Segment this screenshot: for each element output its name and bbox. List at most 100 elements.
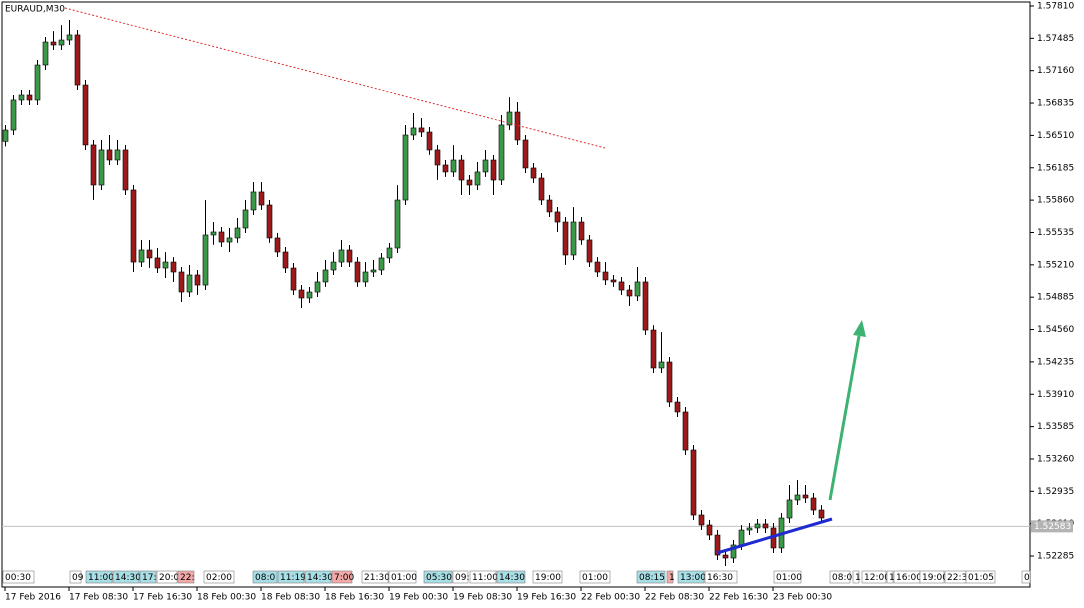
candle-body — [554, 211, 561, 223]
candle-body — [410, 127, 417, 136]
session-marker-box — [156, 570, 178, 584]
marks — [2, 20, 1030, 566]
resistance-trendline — [64, 7, 606, 149]
session-marker-box — [388, 570, 417, 584]
session-marker-label: 08:0 — [255, 573, 275, 583]
session-marker-label: 22:3 — [947, 573, 967, 583]
candle-body — [178, 271, 185, 293]
session-marker-label: 01:00 — [582, 573, 608, 583]
y-tick-label: 1.57485 — [1037, 34, 1074, 44]
session-marker-box — [579, 570, 611, 584]
session-marker-label: 1 — [669, 573, 675, 583]
session-marker-label: 14:30 — [115, 573, 141, 583]
session-marker-box — [85, 570, 113, 584]
x-tick-label: 17 Feb 2016 — [5, 593, 61, 603]
session-marker-label: 0 — [1024, 573, 1030, 583]
session-marker-label: 20:0 — [159, 573, 179, 583]
candle-body — [346, 249, 353, 263]
session-marker-box — [331, 570, 353, 584]
x-tick-label: 18 Feb 16:30 — [325, 593, 384, 603]
candle-body — [482, 159, 489, 173]
candle-body — [530, 167, 537, 179]
x-tick-label: 17 Feb 16:30 — [133, 593, 192, 603]
candle-body — [10, 99, 17, 131]
session-marker-box — [139, 570, 157, 584]
candle-body — [522, 139, 529, 169]
y-tick-label: 1.54235 — [1037, 357, 1074, 367]
session-marker-box — [203, 570, 235, 584]
x-tick-label: 22 Feb 16:30 — [709, 593, 768, 603]
session-marker-label: 05:30 — [426, 573, 452, 583]
candle-body — [682, 411, 689, 451]
candle-body — [354, 261, 361, 283]
y-tick-label: 1.53260 — [1037, 454, 1074, 464]
candle-body — [650, 329, 657, 369]
candle-body — [762, 523, 769, 529]
x-tick-label: 19 Feb 16:30 — [517, 593, 576, 603]
session-marker-box — [636, 570, 666, 584]
candle-body — [674, 401, 681, 413]
candle-body — [706, 524, 713, 536]
session-marker-label: 08:15 — [639, 573, 665, 583]
x-tick-label: 23 Feb 00:30 — [773, 593, 832, 603]
candle-body — [738, 529, 745, 546]
candle-body — [594, 261, 601, 273]
candle-body — [386, 247, 393, 259]
session-marker-box — [1021, 570, 1031, 584]
candle-body — [466, 179, 473, 186]
candle-body — [458, 159, 465, 181]
session-marker-box — [361, 570, 389, 584]
candle-body — [786, 499, 793, 519]
session-marker-label: 17:3 — [142, 573, 162, 583]
y-tick-label: 1.56510 — [1037, 131, 1074, 141]
candle-body — [402, 134, 409, 201]
plot-frame — [1, 1, 1031, 588]
candle-body — [722, 554, 729, 559]
candle-body — [274, 237, 281, 253]
candle-body — [378, 257, 385, 271]
y-tick-label: 1.52935 — [1037, 487, 1074, 497]
session-marker-label: 01:00 — [391, 573, 417, 583]
candle-body — [146, 249, 153, 259]
candle-body — [434, 149, 441, 166]
session-marker-box — [423, 570, 453, 584]
session-marker-label: 16:00 — [896, 573, 922, 583]
candle-body — [418, 127, 425, 133]
candle-body — [138, 249, 145, 263]
session-marker-box — [829, 570, 851, 584]
session-marker-box — [496, 570, 526, 584]
session-marker-label: 00:30 — [5, 573, 31, 583]
candle-body — [338, 249, 345, 263]
session-marker-label: 13:00 — [680, 573, 706, 583]
candle-body — [322, 269, 329, 283]
x-tick-label: 17 Feb 08:30 — [69, 593, 128, 603]
candle-body — [186, 274, 193, 293]
session-marker-label: 14:30 — [307, 573, 333, 583]
candle-body — [802, 494, 809, 499]
candle-body — [562, 221, 569, 256]
y-tick-label: 1.57160 — [1037, 66, 1074, 76]
current-price-label: 1.52583 — [1034, 522, 1071, 532]
session-marker-label: 12:00 — [864, 573, 890, 583]
candle-body — [642, 281, 649, 331]
y-tick-label: 1.56835 — [1037, 99, 1074, 109]
candle-body — [658, 361, 665, 369]
session-marker-box — [69, 570, 82, 584]
support-trendline — [716, 517, 833, 555]
session-marker-box — [773, 570, 802, 584]
up-arrow-head — [853, 320, 866, 337]
candle-body — [514, 111, 521, 141]
session-marker-label: 01:05 — [968, 573, 994, 583]
session-marker-box — [532, 570, 563, 584]
candle-body — [66, 34, 73, 41]
y-tick-label: 1.54560 — [1037, 325, 1074, 335]
candle-body — [74, 34, 81, 86]
y-tick-label: 1.57810 — [1037, 1, 1074, 11]
candle-body — [250, 191, 257, 211]
session-marker-label: 09: — [455, 573, 469, 583]
session-marker-label: 11:00 — [88, 573, 114, 583]
candle-body — [162, 261, 169, 269]
candle-body — [202, 234, 209, 286]
candle-body — [362, 271, 369, 283]
session-marker-box — [919, 570, 945, 584]
